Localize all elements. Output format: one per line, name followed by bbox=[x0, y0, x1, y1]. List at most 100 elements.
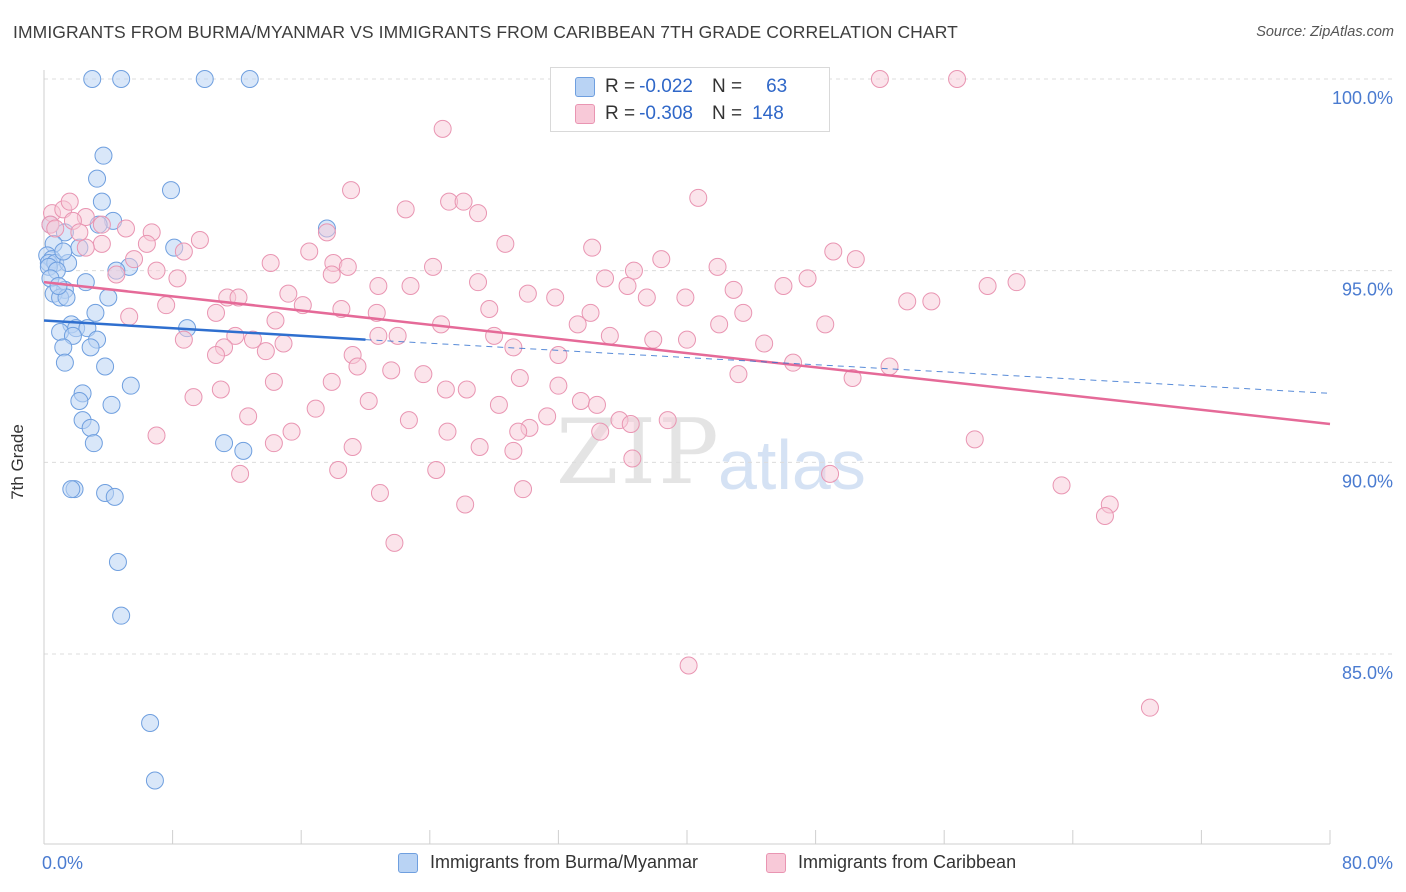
point-caribbean bbox=[480, 300, 499, 318]
point-caribbean bbox=[581, 303, 600, 322]
point-caribbean bbox=[229, 288, 248, 307]
trend-line-burma bbox=[43, 319, 366, 341]
point-caribbean bbox=[821, 464, 840, 483]
point-caribbean bbox=[583, 238, 602, 257]
point-caribbean bbox=[322, 372, 341, 391]
point-caribbean bbox=[846, 250, 865, 269]
point-burma bbox=[70, 392, 89, 410]
x-tick-min: 0.0% bbox=[42, 853, 84, 873]
point-caribbean bbox=[456, 495, 475, 514]
point-caribbean bbox=[644, 330, 663, 349]
point-caribbean bbox=[282, 422, 301, 441]
point-caribbean bbox=[457, 380, 476, 399]
legend-r-label: R = bbox=[605, 76, 636, 97]
point-caribbean bbox=[256, 342, 275, 361]
point-burma bbox=[234, 441, 253, 460]
point-caribbean bbox=[652, 250, 671, 269]
point-caribbean bbox=[870, 70, 889, 88]
series-caribbean-points bbox=[41, 70, 1159, 717]
point-caribbean bbox=[369, 326, 388, 345]
point-caribbean bbox=[734, 303, 753, 322]
point-caribbean bbox=[370, 484, 389, 502]
point-burma bbox=[112, 70, 131, 88]
point-caribbean bbox=[401, 277, 420, 295]
point-caribbean bbox=[264, 434, 283, 453]
point-caribbean bbox=[382, 361, 401, 380]
point-burma bbox=[121, 376, 140, 395]
trend-lines bbox=[43, 280, 1331, 426]
point-caribbean bbox=[427, 461, 446, 479]
legend-n-label: N = bbox=[711, 76, 743, 97]
point-caribbean bbox=[279, 284, 298, 303]
point-caribbean bbox=[433, 119, 452, 138]
bottom-legend-caribbean: Immigrants from Caribbean bbox=[766, 852, 1016, 873]
point-caribbean bbox=[922, 292, 941, 311]
bottom-legend-burma-label: Immigrants from Burma/Myanmar bbox=[430, 852, 699, 872]
point-caribbean bbox=[843, 369, 862, 387]
point-caribbean bbox=[317, 223, 336, 242]
point-burma bbox=[54, 242, 73, 261]
point-burma bbox=[112, 606, 131, 625]
point-burma bbox=[81, 418, 100, 437]
grid-lines bbox=[44, 78, 1392, 655]
source-label: Source: ZipAtlas.com bbox=[1256, 24, 1394, 40]
y-axis-label: 7th Grade bbox=[8, 424, 27, 500]
point-caribbean bbox=[658, 411, 677, 430]
point-caribbean bbox=[60, 192, 79, 211]
point-caribbean bbox=[125, 250, 144, 269]
point-burma bbox=[63, 326, 82, 345]
legend-swatch-blue bbox=[575, 77, 595, 97]
chart-title: IMMIGRANTS FROM BURMA/MYANMAR VS IMMIGRA… bbox=[13, 22, 958, 42]
point-burma bbox=[105, 487, 124, 506]
point-caribbean bbox=[816, 315, 835, 334]
point-caribbean bbox=[137, 234, 156, 253]
point-caribbean bbox=[300, 242, 319, 261]
point-caribbean bbox=[369, 277, 388, 295]
point-caribbean bbox=[880, 357, 899, 376]
y-tick-label: 85.0% bbox=[1342, 663, 1393, 683]
point-caribbean bbox=[424, 257, 443, 276]
point-caribbean bbox=[438, 422, 457, 441]
point-caribbean bbox=[798, 269, 817, 288]
point-caribbean bbox=[1007, 273, 1026, 292]
point-caribbean bbox=[207, 303, 226, 322]
bottom-legend-burma: Immigrants from Burma/Myanmar bbox=[398, 852, 698, 873]
point-burma bbox=[161, 181, 180, 200]
point-burma bbox=[62, 480, 81, 499]
point-caribbean bbox=[343, 438, 362, 456]
point-caribbean bbox=[708, 257, 727, 276]
point-caribbean bbox=[329, 461, 348, 479]
point-caribbean bbox=[549, 376, 568, 395]
point-caribbean bbox=[190, 231, 209, 249]
point-caribbean bbox=[385, 533, 404, 552]
point-caribbean bbox=[174, 242, 193, 261]
axes bbox=[43, 70, 1331, 845]
point-caribbean bbox=[568, 315, 587, 334]
point-burma bbox=[240, 70, 259, 88]
point-caribbean bbox=[898, 292, 917, 311]
legend-swatch-pink bbox=[766, 852, 786, 873]
point-caribbean bbox=[489, 395, 508, 414]
point-caribbean bbox=[266, 311, 285, 330]
point-caribbean bbox=[388, 326, 407, 345]
point-caribbean bbox=[978, 277, 997, 295]
point-caribbean bbox=[436, 380, 455, 399]
point-caribbean bbox=[231, 464, 250, 483]
point-caribbean bbox=[676, 288, 695, 307]
point-caribbean bbox=[147, 261, 166, 280]
point-caribbean bbox=[621, 415, 640, 433]
point-burma bbox=[99, 288, 118, 307]
point-caribbean bbox=[774, 277, 793, 295]
point-caribbean bbox=[600, 326, 619, 345]
point-caribbean bbox=[70, 223, 89, 242]
point-caribbean bbox=[496, 234, 515, 253]
point-burma bbox=[94, 146, 113, 165]
point-caribbean bbox=[157, 296, 176, 315]
y-tick-label: 100.0% bbox=[1332, 88, 1393, 108]
point-burma bbox=[84, 434, 103, 453]
point-caribbean bbox=[243, 330, 262, 349]
point-caribbean bbox=[76, 238, 95, 257]
point-caribbean bbox=[510, 369, 529, 387]
point-caribbean bbox=[509, 422, 528, 441]
point-burma bbox=[55, 353, 74, 372]
